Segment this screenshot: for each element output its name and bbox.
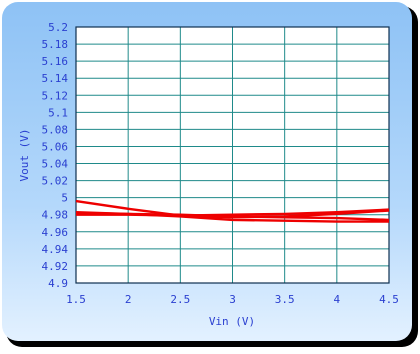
x-tick-label: 2 [125,293,132,306]
y-tick-label: 4.9 [48,277,68,290]
x-tick-label: 2.5 [170,293,190,306]
tick-label-layer: 4.9 4.92 4.94 4.96 4.98 5 5.02 5.04 5.06 5.08 5.1 5… [42,21,399,306]
x-tick-label: 3 [229,293,236,306]
y-tick-label: 4.98 [42,209,69,222]
x-tick-label: 1.5 [66,293,86,306]
y-tick-label: 5.18 [42,38,69,51]
series-line-4 [75,211,390,222]
x-tick-label: 4 [334,293,341,306]
plot-border [75,26,390,284]
y-tick-label: 5.04 [42,158,69,171]
y-tick-label: 5.02 [42,175,69,188]
y-axis-label: Vout (V) [18,129,31,182]
y-tick-label: 4.96 [42,226,69,239]
y-tick-label: 5.1 [48,106,68,119]
x-tick-label: 3.5 [275,293,295,306]
y-tick-label: 5.2 [48,21,68,34]
y-tick-label: 4.94 [42,243,69,256]
y-tick-label: 5.06 [42,140,69,153]
y-tick-label: 5.16 [42,55,69,68]
y-tick-label: 4.92 [42,260,69,273]
series-layer [75,199,390,223]
y-tick-label: 5.08 [42,123,69,136]
x-tick-label: 4.5 [379,293,399,306]
x-axis-label: Vin (V) [209,315,255,328]
y-tick-label: 5.14 [42,72,69,85]
y-tick-label: 5.12 [42,89,69,102]
y-tick-label: 5 [61,192,68,205]
